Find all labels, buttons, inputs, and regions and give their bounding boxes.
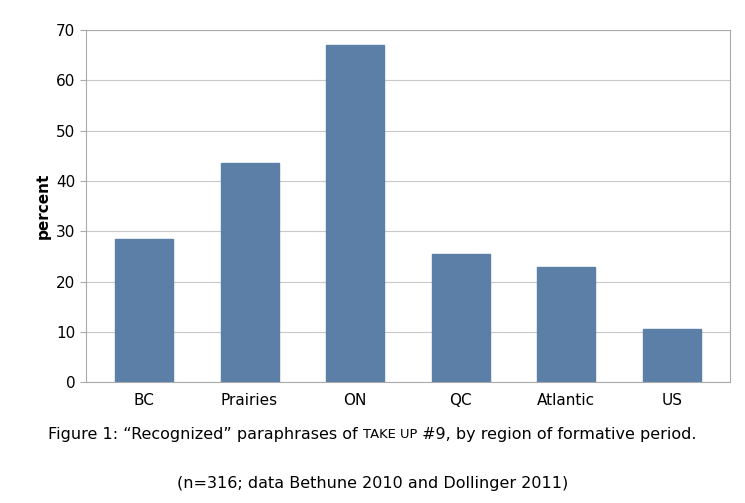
Text: Figure 1: “Recognized” paraphrases of: Figure 1: “Recognized” paraphrases of	[48, 427, 363, 442]
Bar	[537, 267, 595, 382]
Bar	[643, 329, 701, 382]
Y-axis label: percent: percent	[35, 173, 51, 239]
Text: TAKE UP: TAKE UP	[363, 428, 417, 441]
Bar	[431, 254, 489, 382]
Bar	[115, 239, 173, 382]
Bar	[221, 163, 279, 382]
Text: (n=316; data Bethune 2010 and Dollinger 2011): (n=316; data Bethune 2010 and Dollinger …	[177, 475, 568, 490]
Bar	[326, 45, 384, 382]
Text: #9, by region of formative period.: #9, by region of formative period.	[417, 427, 697, 442]
